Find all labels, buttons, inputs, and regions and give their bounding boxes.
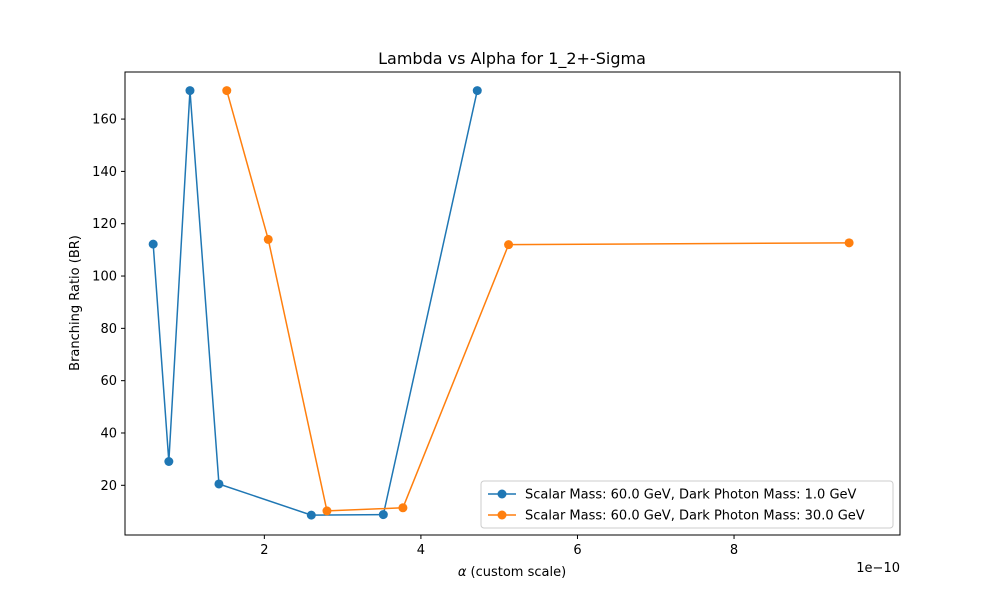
x-tick-label: 6	[573, 543, 581, 558]
x-axis-offset-label: 1e−10	[856, 561, 900, 576]
series-1	[148, 86, 482, 520]
y-tick-label: 60	[100, 374, 117, 389]
series-2-point	[844, 238, 854, 248]
y-tick-label: 100	[92, 270, 117, 285]
plot-frame	[124, 71, 901, 536]
x-tick-label: 2	[260, 543, 268, 558]
series-1-point	[306, 510, 316, 520]
y-tick-label: 160	[92, 113, 117, 128]
series-2-point	[504, 240, 514, 250]
series-2-point	[398, 503, 408, 513]
series-1-point	[472, 86, 482, 96]
legend: Scalar Mass: 60.0 GeV, Dark Photon Mass:…	[480, 480, 894, 529]
y-tick-label: 20	[100, 479, 117, 494]
chart-title: Lambda vs Alpha for 1_2+-Sigma	[378, 49, 646, 69]
series-layer	[148, 86, 854, 520]
y-tick-label: 80	[100, 322, 117, 337]
y-tick-label: 140	[92, 165, 117, 180]
x-axis-label: α (custom scale)	[458, 565, 566, 580]
series-1-point	[378, 510, 388, 520]
series-2-point	[263, 234, 273, 244]
series-1-point	[164, 456, 174, 466]
x-axis-label-symbol: α	[458, 565, 467, 580]
y-axis-ticks: 20 40 60 80 100 120 140 160	[92, 113, 125, 494]
series-2-line	[226, 90, 850, 512]
series-2-point	[322, 506, 332, 516]
y-tick-label: 40	[100, 426, 117, 441]
legend-label: Scalar Mass: 60.0 GeV, Dark Photon Mass:…	[525, 488, 857, 503]
series-1-point	[185, 86, 195, 96]
series-1-point	[214, 479, 224, 489]
series-2	[222, 86, 854, 516]
legend-entry-2: Scalar Mass: 60.0 GeV, Dark Photon Mass:…	[488, 509, 865, 524]
legend-entry-1: Scalar Mass: 60.0 GeV, Dark Photon Mass:…	[488, 488, 857, 503]
series-1-point	[148, 239, 158, 249]
legend-label: Scalar Mass: 60.0 GeV, Dark Photon Mass:…	[525, 509, 865, 524]
legend-marker	[497, 510, 507, 520]
legend-marker	[497, 489, 507, 499]
legend-box	[480, 480, 894, 529]
x-tick-label: 4	[417, 543, 425, 558]
x-axis-label-text: (custom scale)	[466, 565, 566, 580]
series-2-point	[222, 86, 232, 96]
legend-entries: Scalar Mass: 60.0 GeV, Dark Photon Mass:…	[488, 488, 865, 524]
y-axis-label: Branching Ratio (BR)	[68, 235, 83, 371]
x-axis-ticks: 2 4 6 8	[260, 535, 738, 558]
x-tick-label: 8	[730, 543, 738, 558]
y-tick-label: 120	[92, 217, 117, 232]
